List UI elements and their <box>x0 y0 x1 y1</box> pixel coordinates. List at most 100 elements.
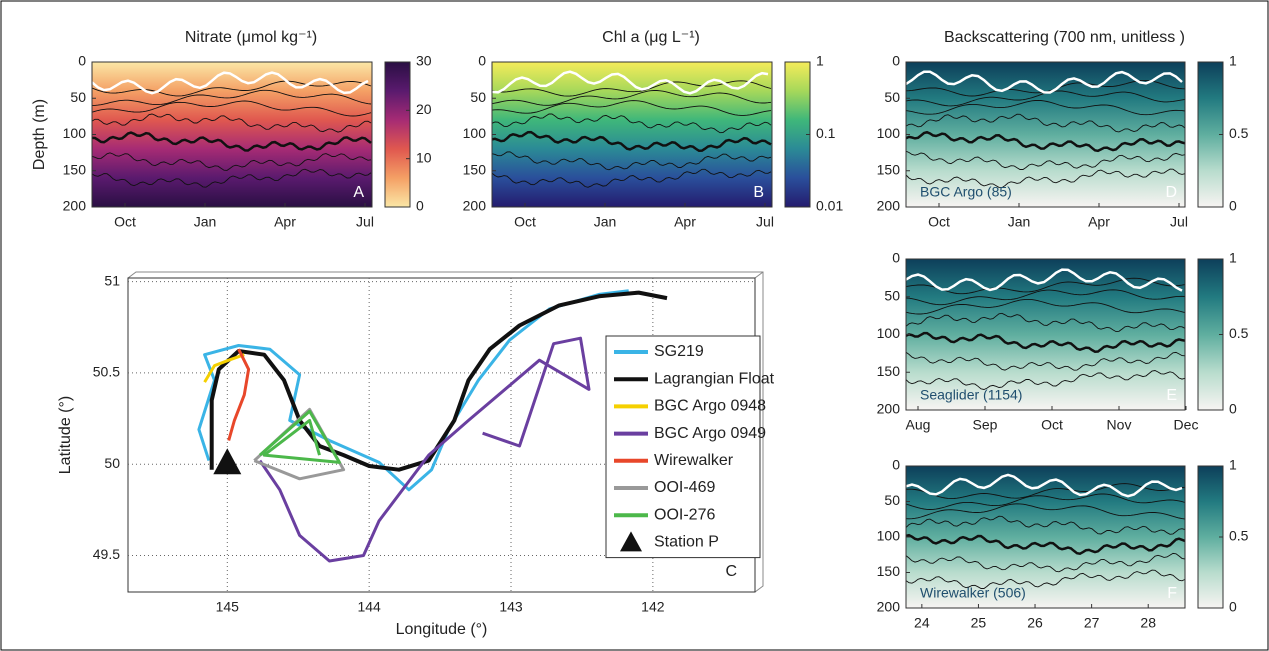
x-tick-label: 143 <box>499 599 523 615</box>
y-tick-label: 50 <box>470 89 486 105</box>
x-tick-label: 28 <box>1140 615 1156 631</box>
contour-line <box>905 533 1186 556</box>
panel-label: D <box>1165 184 1177 201</box>
legend-label: SG219 <box>654 343 704 360</box>
contour-line <box>905 370 1186 390</box>
x-tick-label: Oct <box>1041 417 1063 433</box>
colorbar-tick-label: 10 <box>416 149 432 165</box>
track-line <box>258 409 341 464</box>
y-tick-label: 200 <box>877 401 901 417</box>
colorbar <box>784 61 811 208</box>
panel-label: F <box>1167 585 1177 602</box>
x-tick-label: Aug <box>906 417 931 433</box>
contour-line <box>91 113 372 133</box>
contour-line <box>91 152 372 171</box>
y-tick-label: 0 <box>892 457 900 473</box>
contour-line <box>91 100 372 117</box>
y-tick-label: 200 <box>63 198 87 214</box>
x-tick-label: Jul <box>1170 214 1188 230</box>
legend-label: Station P <box>654 534 719 551</box>
y-tick-label: 0 <box>478 53 486 69</box>
colorbar-tick-label: 0 <box>416 198 424 214</box>
y-tick-label: 0 <box>892 53 900 69</box>
x-tick-label: Jul <box>356 214 374 230</box>
legend-label: Lagrangian Float <box>654 370 775 387</box>
heatmap-field <box>906 259 1185 410</box>
y-tick-label: 0 <box>78 53 86 69</box>
colorbar-tick-label: 0.5 <box>1229 125 1249 141</box>
y-tick-label: 100 <box>463 125 487 141</box>
y-tick-label: 200 <box>877 198 901 214</box>
contour-line <box>491 90 772 106</box>
annotation: BGC Argo (85) <box>920 184 1012 200</box>
mixed-layer-line <box>905 268 1183 292</box>
track-line <box>258 336 591 563</box>
y-tick-label: 100 <box>877 325 901 341</box>
y-tick-label: 200 <box>463 198 487 214</box>
colorbar-tick-label: 1 <box>1229 250 1237 266</box>
x-tick-label: Oct <box>928 214 950 230</box>
legend-box <box>605 335 761 559</box>
colorbar-tick-label: 0 <box>1229 401 1237 417</box>
colorbar-tick-label: 1 <box>1229 457 1237 473</box>
colorbar-tick-label: 0.5 <box>1229 325 1249 341</box>
x-tick-label: 25 <box>971 615 987 631</box>
colorbar <box>1197 61 1224 208</box>
x-tick-label: Apr <box>274 214 296 230</box>
contour-line <box>905 483 1186 500</box>
colorbar-tick-label: 30 <box>416 53 432 69</box>
contour-line <box>491 113 772 134</box>
contour-line <box>91 80 372 97</box>
legend-label: BGC Argo 0948 <box>654 398 766 415</box>
x-tick-label: Jan <box>1008 214 1031 230</box>
contour-line <box>905 351 1186 371</box>
panel-label: C <box>725 563 737 580</box>
contour-line <box>905 289 1186 306</box>
y-tick-label: 200 <box>877 599 901 615</box>
x-tick-label: 26 <box>1027 615 1043 631</box>
mixed-layer-line <box>905 70 1183 94</box>
track-line <box>197 289 629 492</box>
x-tick-label: Jul <box>756 214 774 230</box>
colorbar-tick-label: 0.1 <box>816 125 836 141</box>
colorbar-tick-label: 1 <box>1229 53 1237 69</box>
y-axis-label: Latitude (°) <box>57 396 74 474</box>
contour-line <box>905 99 1186 116</box>
x-tick-label: Dec <box>1174 417 1199 433</box>
x-tick-label: 145 <box>216 599 240 615</box>
legend-label: BGC Argo 0949 <box>654 425 766 442</box>
x-tick-label: Apr <box>674 214 696 230</box>
x-tick-label: Oct <box>514 214 536 230</box>
y-tick-label: 150 <box>63 161 87 177</box>
y-tick-label: 50.5 <box>93 364 120 380</box>
colorbar-tick-label: 0 <box>1229 599 1237 615</box>
y-tick-label: 50 <box>884 492 900 508</box>
x-tick-label: Nov <box>1107 417 1132 433</box>
x-tick-label: 24 <box>914 615 930 631</box>
legend-label: Wirewalker <box>654 452 734 469</box>
y-tick-label: 150 <box>877 363 901 379</box>
x-tick-label: 142 <box>641 599 665 615</box>
panel-title: Chl a (μg L⁻¹) <box>602 29 700 46</box>
colorbar <box>1197 258 1224 411</box>
colorbar-tick-label: 20 <box>416 101 432 117</box>
box-edge <box>754 271 764 279</box>
contour-line <box>905 277 1186 295</box>
track-line <box>227 348 251 441</box>
y-tick-label: 150 <box>877 161 901 177</box>
y-tick-label: 51 <box>104 272 120 288</box>
x-tick-label: Jan <box>594 214 617 230</box>
contour-line <box>905 493 1186 510</box>
colorbar-tick-label: 1 <box>816 53 824 69</box>
colorbar-tick-label: 0.5 <box>1229 528 1249 544</box>
colorbar-tick-label: 0.01 <box>816 198 843 214</box>
contour-line <box>905 503 1186 520</box>
y-tick-label: 100 <box>63 125 87 141</box>
y-tick-label: 100 <box>877 528 901 544</box>
legend-marker <box>620 531 642 552</box>
colorbar <box>384 61 411 208</box>
contour-line <box>905 515 1186 535</box>
mixed-layer-line <box>491 70 769 95</box>
